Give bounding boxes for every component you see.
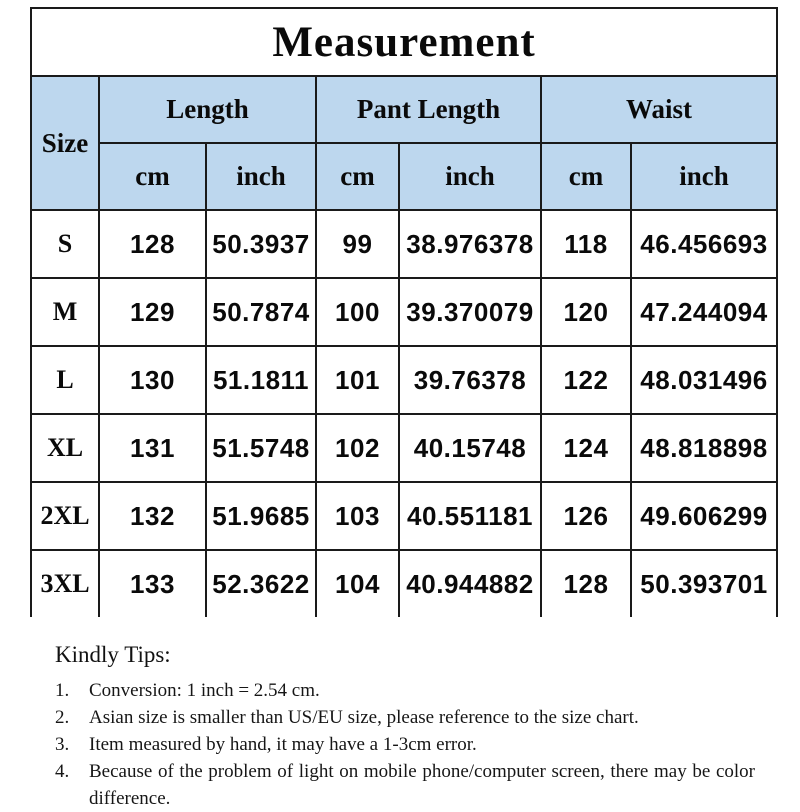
measurement-cell: 40.15748 [398,413,542,483]
unit-header-waist-cm: cm [540,142,632,211]
tip-number: 1. [55,680,70,701]
measurement-table: Measurement Size Length Pant Length Wais… [29,7,779,617]
measurement-cell: 133 [98,549,207,617]
measurement-cell: 51.9685 [205,481,317,551]
size-label: 3XL [30,549,100,617]
measurement-cell: 103 [315,481,400,551]
measurement-cell: 47.244094 [629,277,779,347]
measurement-cell: 126 [540,481,632,551]
measurement-cell: 50.3937 [205,209,317,279]
measurement-cell: 104 [315,549,400,617]
size-label: M [30,277,100,347]
measurement-cell: 46.456693 [629,209,779,279]
measurement-cell: 40.551181 [398,481,542,551]
measurement-cell: 39.76378 [398,345,542,415]
measurement-cell: 51.5748 [205,413,317,483]
measurement-cell: 129 [98,277,207,347]
pant-length-group-header: Pant Length [315,75,542,144]
size-label: L [30,345,100,415]
tip-number: 3. [55,734,70,755]
size-column-header: Size [30,75,100,211]
unit-header-pant-inch: inch [398,142,542,211]
measurement-cell: 128 [98,209,207,279]
measurement-cell: 118 [540,209,632,279]
measurement-cell: 39.370079 [398,277,542,347]
tip-item: 2. Asian size is smaller than US/EU size… [55,704,755,731]
measurement-cell: 100 [315,277,400,347]
tip-item: 1. Conversion: 1 inch = 2.54 cm. [55,677,755,704]
measurement-cell: 38.976378 [398,209,542,279]
length-group-header: Length [98,75,317,144]
measurement-chart: Measurement Size Length Pant Length Wais… [29,7,779,617]
tip-text: Conversion: 1 inch = 2.54 cm. [89,680,320,701]
tips-heading: Kindly Tips: [55,642,171,667]
tips-list: 1. Conversion: 1 inch = 2.54 cm. 2. Asia… [55,677,755,812]
tip-number: 4. [55,761,70,782]
measurement-cell: 124 [540,413,632,483]
table-title: Measurement [29,7,779,77]
measurement-cell: 99 [315,209,400,279]
measurement-cell: 52.3622 [205,549,317,617]
measurement-cell: 101 [315,345,400,415]
measurement-cell: 48.031496 [629,345,779,415]
measurement-cell: 48.818898 [629,413,779,483]
unit-header-length-cm: cm [98,142,207,211]
measurement-cell: 131 [98,413,207,483]
size-label: XL [30,413,100,483]
tip-number: 2. [55,707,70,728]
unit-header-pant-cm: cm [315,142,400,211]
waist-group-header: Waist [539,75,779,144]
measurement-cell: 50.7874 [205,277,317,347]
unit-header-length-inch: inch [205,142,317,211]
measurement-cell: 130 [98,345,207,415]
measurement-cell: 122 [540,345,632,415]
tip-item: 3. Item measured by hand, it may have a … [55,731,755,758]
tip-text: Item measured by hand, it may have a 1-3… [89,734,477,755]
kindly-tips-section: Kindly Tips: 1. Conversion: 1 inch = 2.5… [55,642,755,812]
measurement-cell: 132 [98,481,207,551]
measurement-cell: 49.606299 [629,481,779,551]
measurement-cell: 50.393701 [629,549,779,617]
tip-text: Asian size is smaller than US/EU size, p… [89,707,639,728]
unit-header-waist-inch: inch [629,142,779,211]
measurement-cell: 102 [315,413,400,483]
tip-item: 4. Because of the problem of light on mo… [55,758,755,812]
size-label: S [30,209,100,279]
tip-text: Because of the problem of light on mobil… [89,761,755,809]
size-label: 2XL [30,481,100,551]
measurement-cell: 128 [540,549,632,617]
measurement-cell: 120 [540,277,632,347]
measurement-cell: 40.944882 [398,549,542,617]
measurement-cell: 51.1811 [205,345,317,415]
